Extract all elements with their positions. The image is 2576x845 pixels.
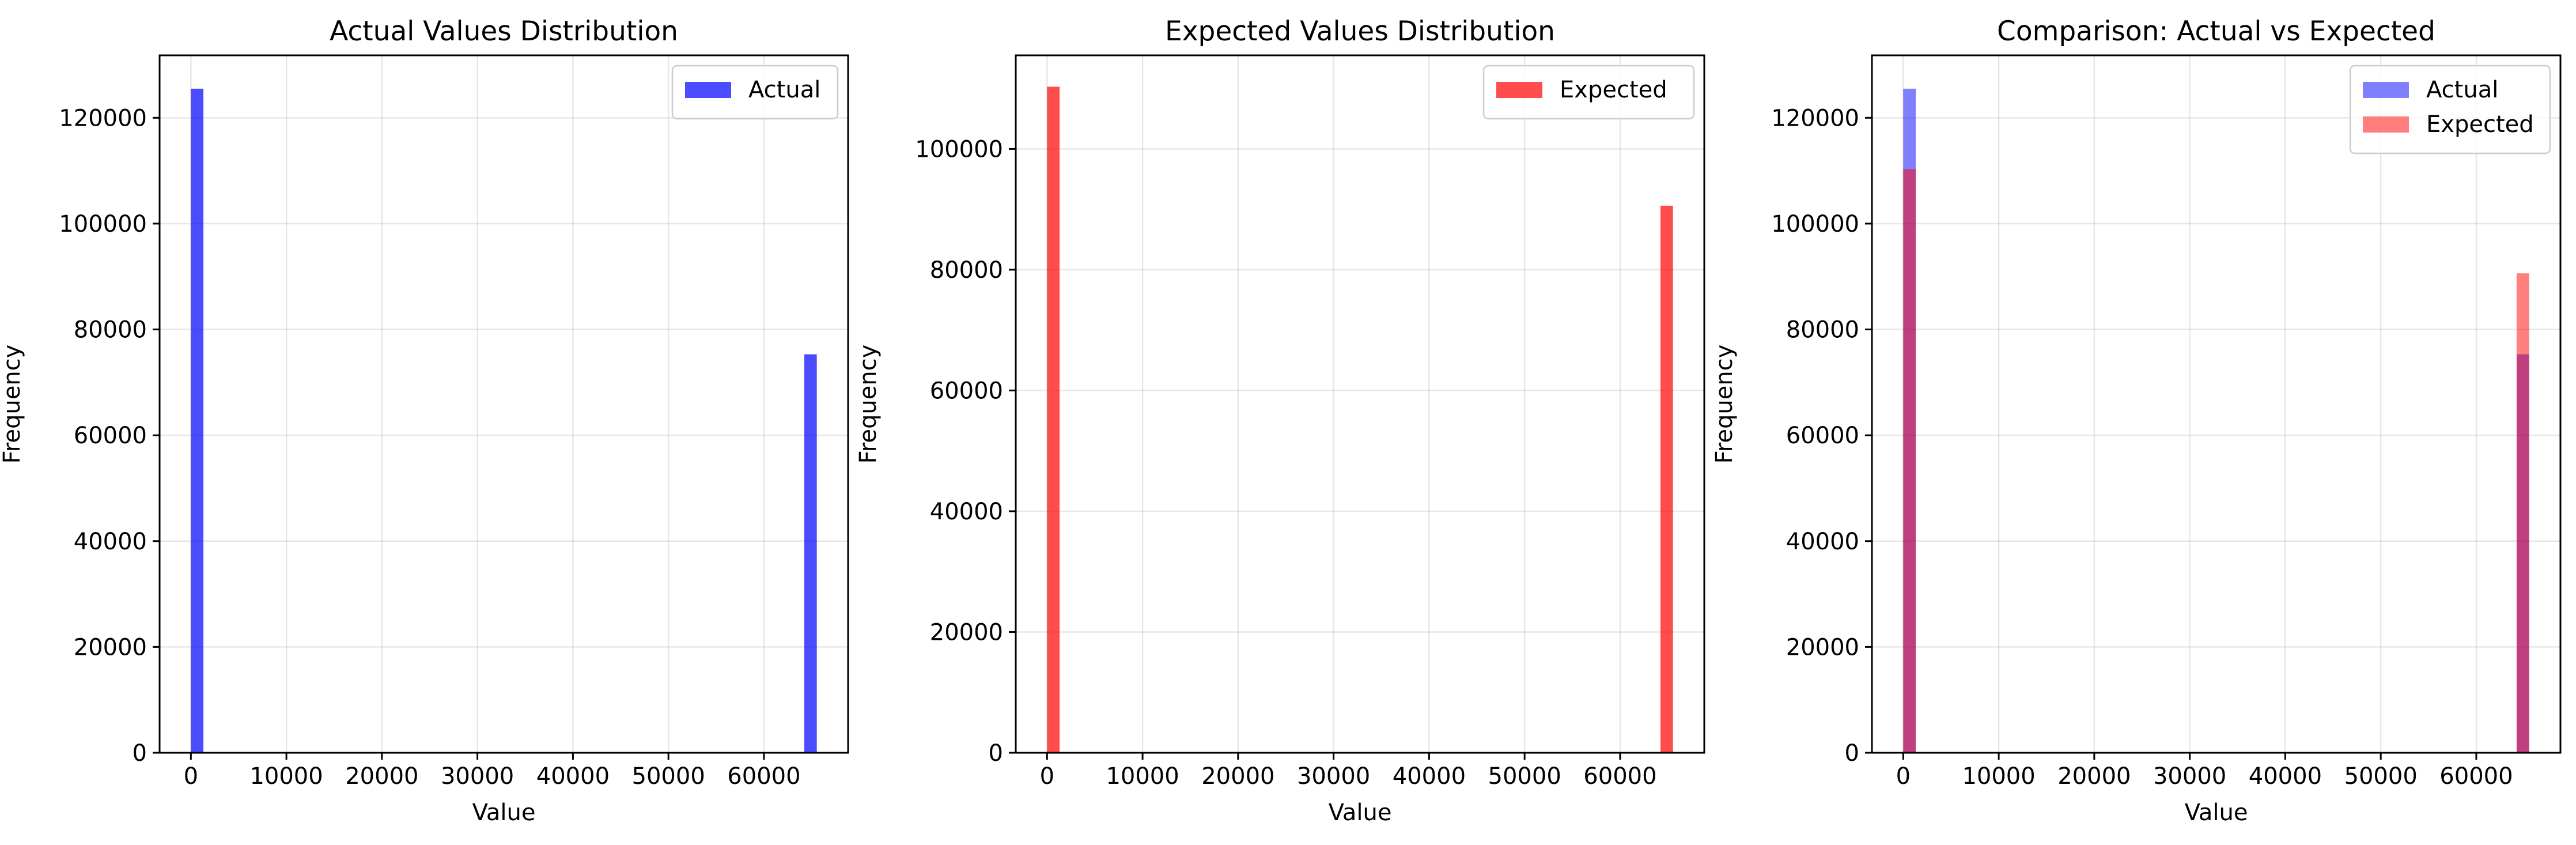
bar-actual-2 (804, 354, 817, 753)
y-tick-label: 80000 (1786, 317, 1859, 344)
chart-panel-2: 0 10000 20000 30000 40000 50000 60000 0 20000 400… (855, 16, 1705, 826)
x-tick-label: 30000 (1297, 763, 1370, 790)
bars (191, 88, 817, 753)
x-tick-label: 20000 (2057, 763, 2131, 790)
y-tick-label: 40000 (1786, 529, 1859, 555)
legend-swatch (2363, 116, 2409, 133)
y-axis: 0 20000 40000 60000 80000 100000 120000 (1771, 105, 1872, 767)
bars (1903, 88, 2529, 753)
x-tick-label: 40000 (2249, 763, 2322, 790)
x-axis-label: Value (2185, 799, 2248, 826)
bar-expected-2 (1660, 205, 1673, 753)
y-tick-label: 120000 (59, 105, 147, 131)
y-tick-label: 100000 (1771, 211, 1859, 237)
x-tick-label: 40000 (536, 763, 610, 790)
y-tick-label: 60000 (74, 423, 147, 449)
grid (160, 55, 848, 754)
y-tick-label: 80000 (74, 317, 147, 344)
x-tick-label: 20000 (345, 763, 418, 790)
axes-frame (1015, 54, 1705, 754)
x-tick-label: 40000 (1393, 763, 1466, 790)
legend-label: Expected (1560, 77, 1667, 103)
x-tick-label: 30000 (441, 763, 514, 790)
chart-title: Actual Values Distribution (330, 16, 678, 47)
x-axis: 0 10000 20000 30000 40000 50000 60000 (1896, 753, 2513, 790)
legend-label: Expected (2426, 111, 2534, 138)
y-axis: 0 20000 40000 60000 80000 100000 (915, 136, 1016, 767)
bar-expected-2 (2516, 273, 2529, 753)
legend: Expected (1482, 65, 1695, 120)
x-tick-label: 10000 (1962, 763, 2035, 790)
x-tick-label: 50000 (632, 763, 705, 790)
x-tick-label: 0 (184, 763, 198, 790)
chart-panel-3: 0 10000 20000 30000 40000 50000 60000 0 20000 400… (1711, 16, 2562, 826)
legend-swatch (1496, 82, 1542, 98)
x-tick-label: 10000 (249, 763, 323, 790)
grid (1872, 55, 2560, 754)
legend-swatch (2363, 82, 2409, 98)
y-tick-label: 0 (1845, 740, 1859, 767)
y-tick-label: 60000 (1786, 423, 1859, 449)
y-tick-label: 0 (133, 740, 147, 767)
legend: Actual Expected (2349, 65, 2551, 154)
x-axis-label: Value (472, 799, 536, 826)
grid (1016, 55, 1704, 754)
chart-title: Comparison: Actual vs Expected (1997, 16, 2435, 47)
x-tick-label: 60000 (1583, 763, 1656, 790)
y-tick-label: 120000 (1771, 105, 1859, 131)
legend-box (1482, 65, 1695, 120)
x-axis: 0 10000 20000 30000 40000 50000 60000 (184, 753, 801, 790)
x-tick-label: 60000 (2439, 763, 2513, 790)
x-tick-label: 50000 (2344, 763, 2418, 790)
legend: Actual (671, 65, 839, 120)
y-tick-label: 20000 (930, 619, 1003, 646)
y-tick-label: 100000 (59, 211, 147, 237)
legend-label: Actual (2426, 77, 2498, 103)
x-tick-label: 50000 (1488, 763, 1561, 790)
x-tick-label: 30000 (2153, 763, 2226, 790)
bars (1047, 86, 1673, 753)
y-tick-label: 20000 (1786, 634, 1859, 661)
y-tick-label: 100000 (915, 136, 1003, 163)
y-axis-label: Frequency (855, 345, 882, 464)
bar-expected-1 (1047, 86, 1060, 753)
bar-expected-1 (1903, 169, 1916, 753)
x-tick-label: 20000 (1201, 763, 1274, 790)
axes-frame (158, 54, 849, 754)
y-axis-label: Frequency (0, 345, 25, 464)
legend-label: Actual (748, 77, 820, 103)
y-tick-label: 40000 (930, 499, 1003, 525)
y-tick-label: 20000 (74, 634, 147, 661)
y-tick-label: 60000 (930, 378, 1003, 404)
x-tick-label: 0 (1896, 763, 1911, 790)
y-tick-label: 0 (989, 740, 1003, 767)
x-tick-label: 0 (1040, 763, 1054, 790)
x-tick-label: 10000 (1106, 763, 1179, 790)
y-tick-label: 40000 (74, 529, 147, 555)
chart-panel-1: 0 10000 20000 30000 40000 50000 60000 0 20000 400… (0, 16, 849, 826)
x-axis: 0 10000 20000 30000 40000 50000 60000 (1040, 753, 1657, 790)
x-axis-label: Value (1329, 799, 1392, 826)
legend-box (671, 65, 839, 120)
legend-swatch (685, 82, 731, 98)
chart-title: Expected Values Distribution (1165, 16, 1555, 47)
y-tick-label: 80000 (930, 257, 1003, 284)
bar-actual-1 (191, 88, 204, 753)
y-axis: 0 20000 40000 60000 80000 100000 120000 (59, 105, 160, 767)
x-tick-label: 60000 (727, 763, 800, 790)
y-axis-label: Frequency (1711, 345, 1738, 464)
axes-frame (1871, 54, 2562, 754)
